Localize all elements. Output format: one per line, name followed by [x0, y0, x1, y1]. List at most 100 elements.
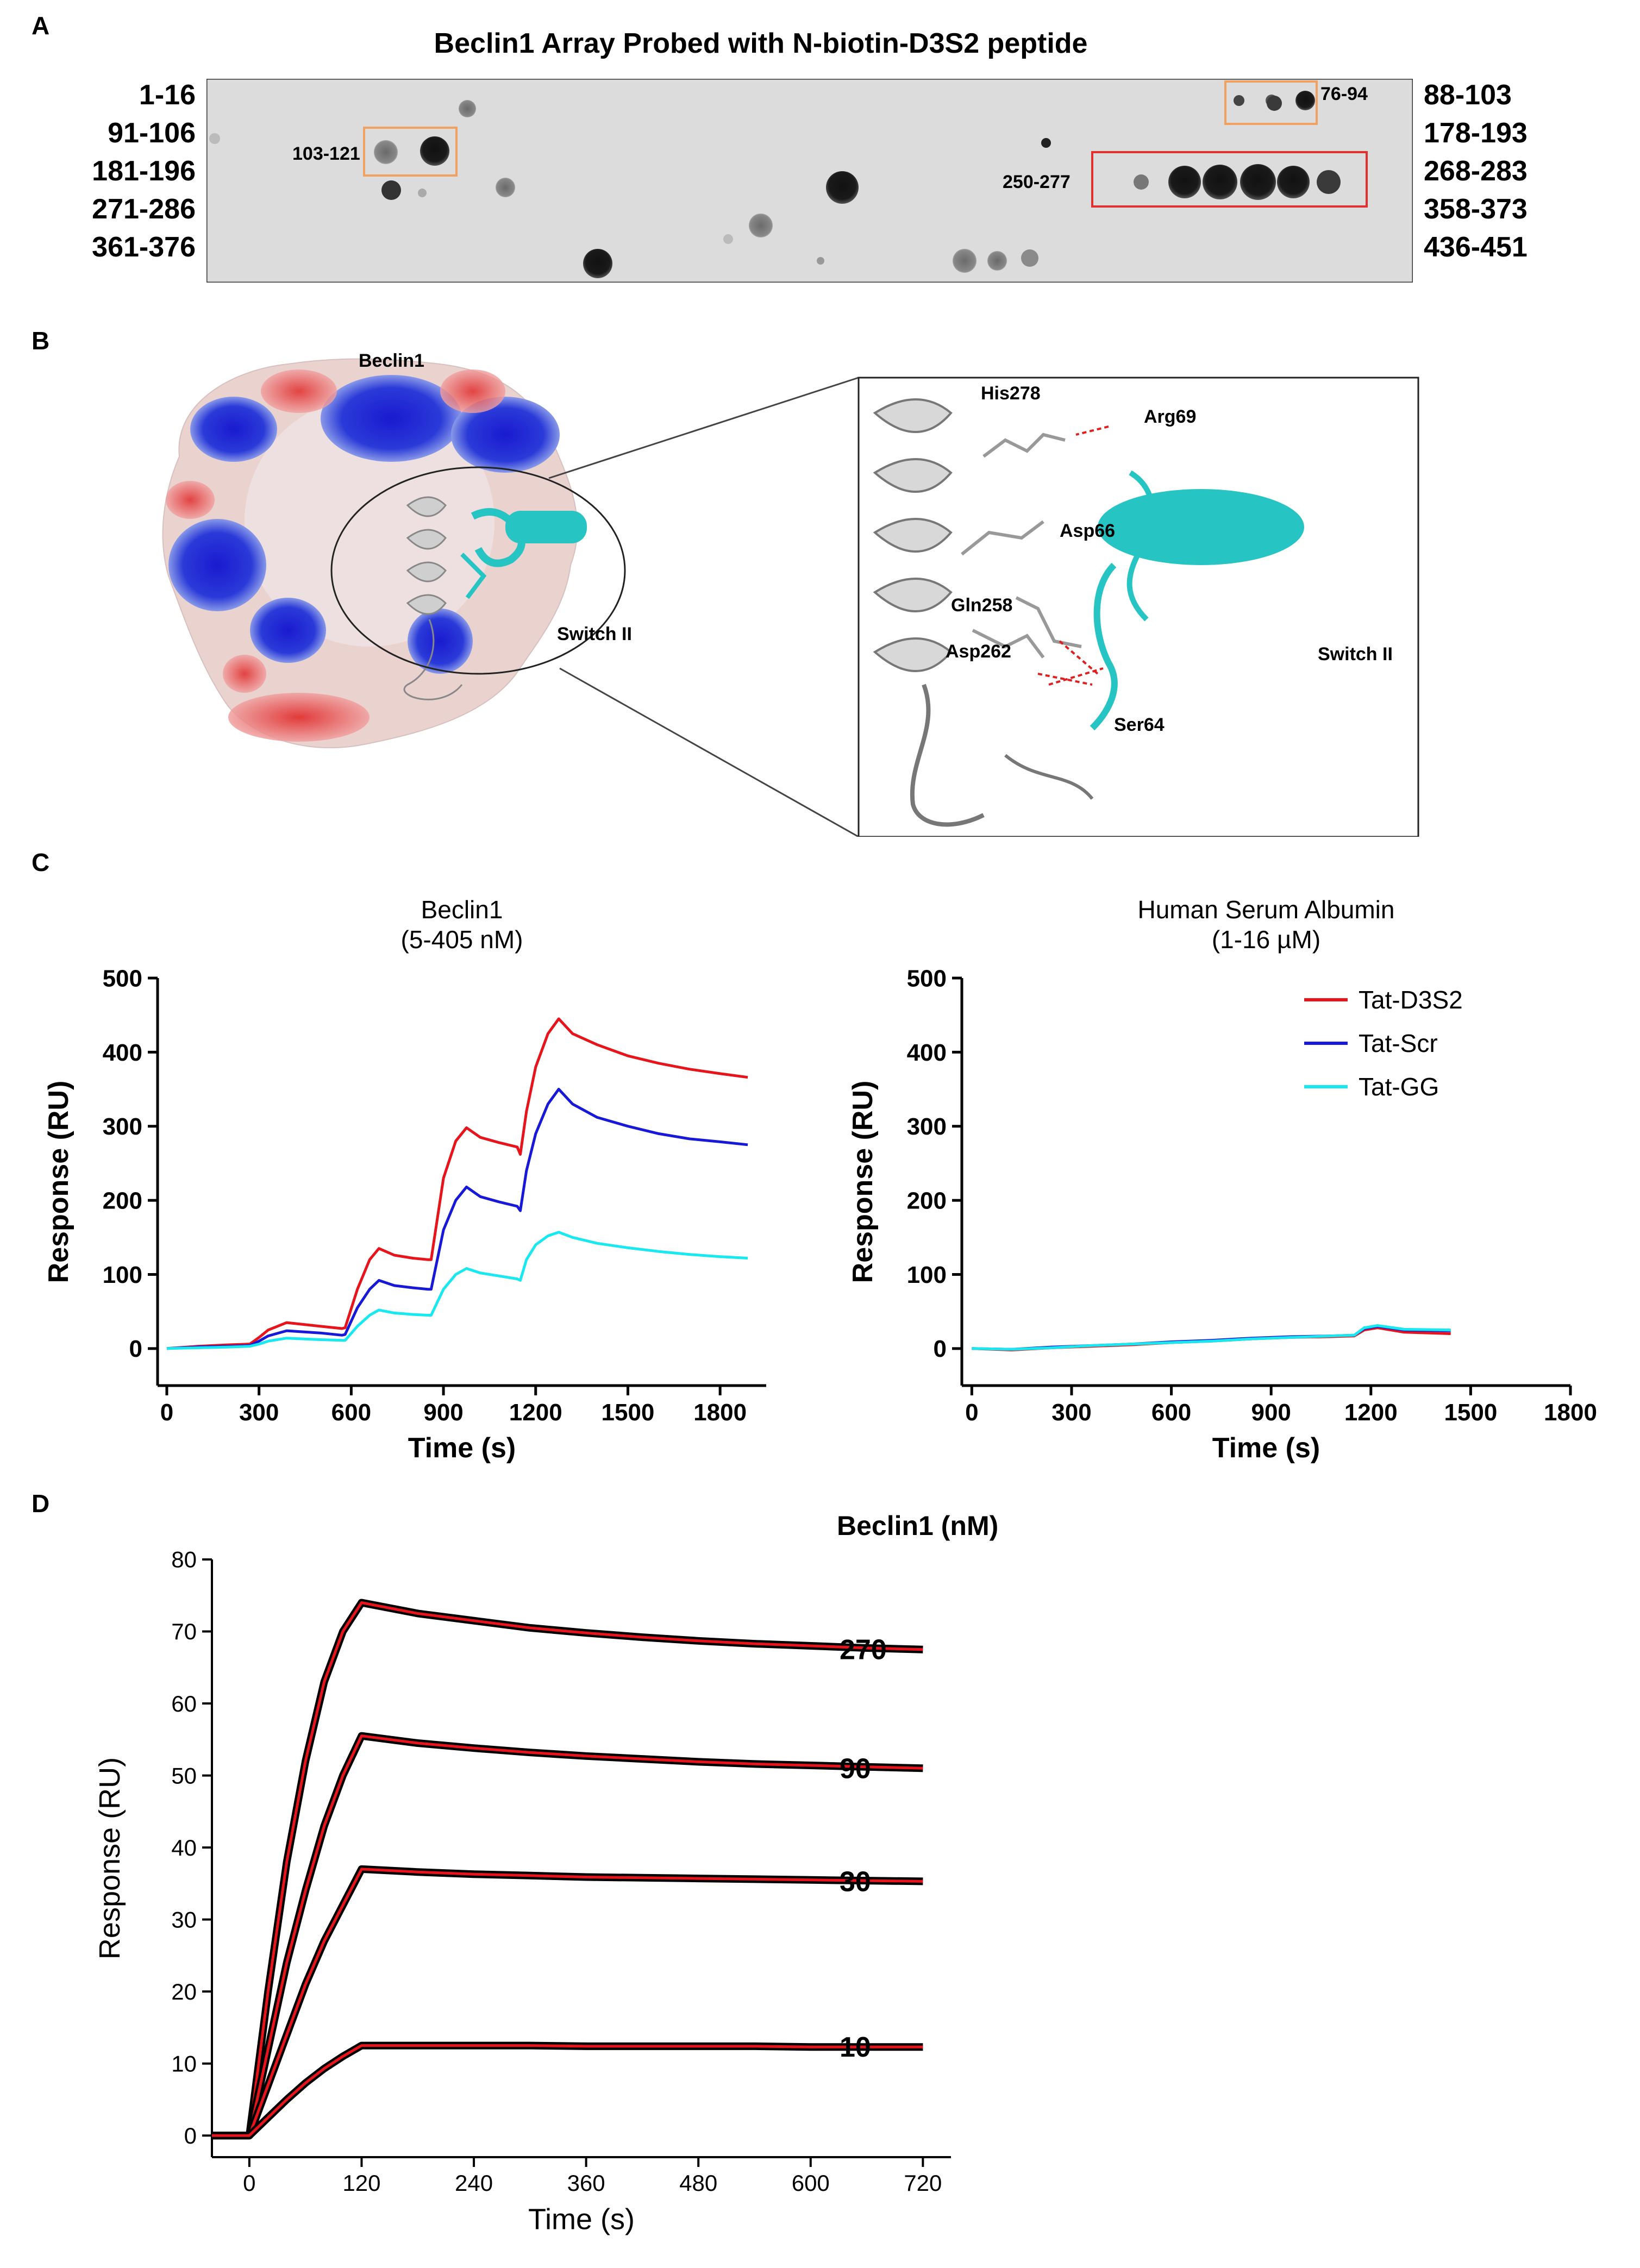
surface-positive-patch: [321, 375, 462, 462]
series-fit-line: [212, 1601, 923, 2137]
y-tick-label: 100: [103, 1262, 142, 1288]
residue-label-gln258: Gln258: [951, 595, 1013, 616]
series-line: [166, 1088, 748, 1350]
y-tick-label: 10: [171, 2051, 197, 2076]
panel-b-structure: [162, 358, 1419, 837]
beclin1-surface-label: Beclin1: [359, 350, 424, 371]
row-label-left: 91-106: [108, 117, 196, 149]
array-spot: [1168, 166, 1201, 198]
inset-beclin1-helix: [873, 398, 1094, 827]
y-tick-label: 100: [907, 1262, 947, 1288]
residue-label-arg69: Arg69: [1144, 406, 1197, 427]
switch2-peptide-small: [460, 508, 587, 599]
array-spot: [1240, 164, 1276, 200]
array-spot: [496, 178, 515, 197]
surface-negative-patch: [228, 693, 370, 742]
y-tick-label: 0: [129, 1336, 142, 1362]
hydrogen-bonds: [1037, 425, 1109, 686]
row-label-right: 88-103: [1424, 79, 1512, 111]
panel-a-title: Beclin1 Array Probed with N-biotin-D3S2 …: [434, 28, 1088, 59]
series-line: [972, 1325, 1451, 1351]
chart-title: Beclin1: [421, 895, 503, 924]
array-spot: [1267, 96, 1282, 111]
y-tick-label: 500: [907, 965, 947, 992]
y-tick-label: 300: [907, 1113, 947, 1140]
zoom-line-bottom: [559, 667, 859, 837]
x-tick-label: 1800: [693, 1399, 747, 1426]
y-tick-label: 0: [184, 2123, 197, 2148]
x-tick-label: 1800: [1544, 1399, 1597, 1426]
series-concentration-label: 30: [840, 1866, 871, 1897]
series-concentration-label: 10: [840, 2032, 871, 2063]
x-tick-label: 240: [455, 2170, 493, 2196]
x-tick-label: 600: [1151, 1399, 1191, 1426]
array-spot: [1317, 170, 1341, 194]
y-tick-label: 40: [171, 1835, 197, 1860]
x-tick-label: 900: [1251, 1399, 1291, 1426]
red-box: [1091, 151, 1368, 208]
array-spot: [381, 180, 401, 200]
panel-letter-a: A: [32, 11, 50, 40]
array-spot: [1203, 165, 1237, 199]
y-tick-label: 400: [907, 1039, 947, 1066]
series-line: [166, 1231, 748, 1350]
orange-box-right: [1224, 80, 1318, 125]
inset-side-chains: [961, 433, 1082, 659]
surface-negative-patch: [440, 369, 505, 413]
surface-negative-patch: [166, 481, 215, 519]
panel-letter-c: C: [32, 848, 50, 876]
y-tick-label: 80: [171, 1547, 197, 1572]
array-spot: [209, 133, 220, 144]
row-label-left: 271-286: [92, 193, 196, 225]
chart-subtitle: (5-405 nM): [401, 925, 523, 954]
surface-positive-patch: [168, 519, 266, 611]
x-axis-label: Time (s): [408, 1432, 516, 1464]
panel-letter-d: D: [32, 1489, 50, 1518]
zoom-line-top: [548, 377, 859, 479]
series-concentration-label: 270: [840, 1634, 887, 1666]
surface-positive-patch: [250, 598, 326, 663]
series-line: [972, 1324, 1451, 1351]
row-label-left: 361-376: [92, 231, 196, 263]
row-label-right: 178-193: [1424, 117, 1528, 149]
row-label-left: 181-196: [92, 155, 196, 187]
x-tick-label: 0: [160, 1399, 173, 1426]
array-spot: [1295, 91, 1315, 110]
row-label-right: 358-373: [1424, 193, 1528, 225]
array-spot: [374, 140, 398, 164]
x-tick-label: 120: [342, 2170, 380, 2196]
x-tick-label: 0: [243, 2170, 255, 2196]
array-spot: [953, 249, 977, 273]
residue-label-asp66: Asp66: [1060, 521, 1116, 541]
panel-letter-b: B: [32, 327, 50, 355]
inset-switch2-peptide: [1090, 470, 1304, 731]
array-spot: [583, 249, 612, 278]
y-tick-label: 0: [934, 1336, 947, 1362]
series-concentration-label: 90: [840, 1753, 871, 1784]
series-line: [166, 1017, 748, 1350]
array-spot: [420, 136, 449, 166]
array-spot: [459, 100, 476, 117]
surface-negative-patch: [223, 655, 266, 693]
y-tick-label: 20: [171, 1979, 197, 2004]
x-tick-label: 720: [904, 2170, 942, 2196]
orange-box-left: [363, 127, 458, 177]
row-label-left: 1-16: [139, 79, 196, 111]
array-spot: [1134, 174, 1149, 190]
legend-title: Beclin1 (nM): [837, 1511, 998, 1541]
residue-label-ser64: Ser64: [1114, 715, 1165, 735]
array-spot: [418, 189, 427, 197]
x-axis-label: Time (s): [1212, 1432, 1320, 1464]
zoom-ellipse: [330, 466, 626, 675]
x-tick-label: 360: [567, 2170, 605, 2196]
x-tick-label: 300: [239, 1399, 279, 1426]
x-tick-label: 1200: [1344, 1399, 1398, 1426]
array-spot: [826, 171, 859, 204]
y-axis-label: Response (RU): [43, 1081, 74, 1283]
chart-c-hsa: Human Serum Albumin(1-16 µM) 0 100 200 300 40…: [847, 895, 1597, 1464]
y-tick-label: 30: [171, 1907, 197, 1932]
y-axis-label: Response (RU): [847, 1081, 879, 1283]
x-tick-label: 900: [423, 1399, 463, 1426]
y-tick-label: 70: [171, 1619, 197, 1644]
row-label-right: 436-451: [1424, 231, 1528, 263]
